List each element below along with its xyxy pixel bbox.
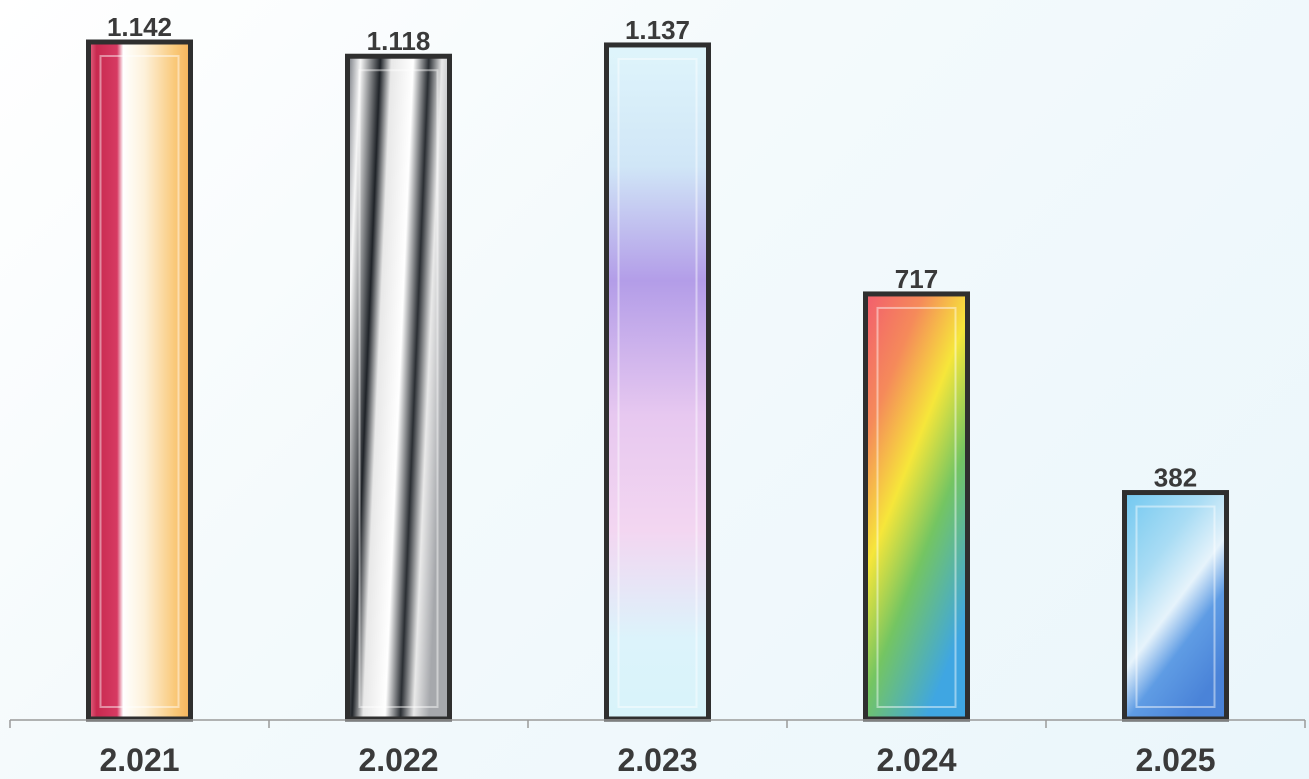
- x-axis-ticks: 2.021 2.022 2.023 2.024 2.025: [9, 720, 1306, 778]
- bar-4-highlight: [876, 306, 957, 708]
- bar-1: [86, 39, 193, 722]
- x-tick-label-3: 2.023: [617, 742, 697, 778]
- x-tick-label-5: 2.025: [1135, 742, 1215, 778]
- bar-3: [604, 42, 711, 722]
- bar-2: [345, 53, 452, 722]
- bar-5-value-label: 382: [1154, 463, 1197, 493]
- bar-5-highlight: [1135, 505, 1216, 708]
- bar-3-highlight: [617, 57, 698, 708]
- x-tick-label-4: 2.024: [876, 742, 956, 778]
- bar-1-value-label: 1.142: [107, 12, 172, 42]
- bar-3-value-label: 1.137: [625, 15, 690, 45]
- plot-area: 1.142 1.118 1.137 717 382: [86, 12, 1229, 722]
- bar-2-value-label: 1.118: [367, 26, 431, 56]
- bar-2-highlight: [358, 69, 439, 709]
- bar-1-highlight: [99, 55, 180, 708]
- bar-5: [1122, 490, 1229, 722]
- x-tick-label-1: 2.021: [99, 742, 179, 778]
- bar-4: [863, 291, 970, 722]
- bar-4-value-label: 717: [895, 264, 938, 294]
- x-tick-label-2: 2.022: [358, 742, 438, 778]
